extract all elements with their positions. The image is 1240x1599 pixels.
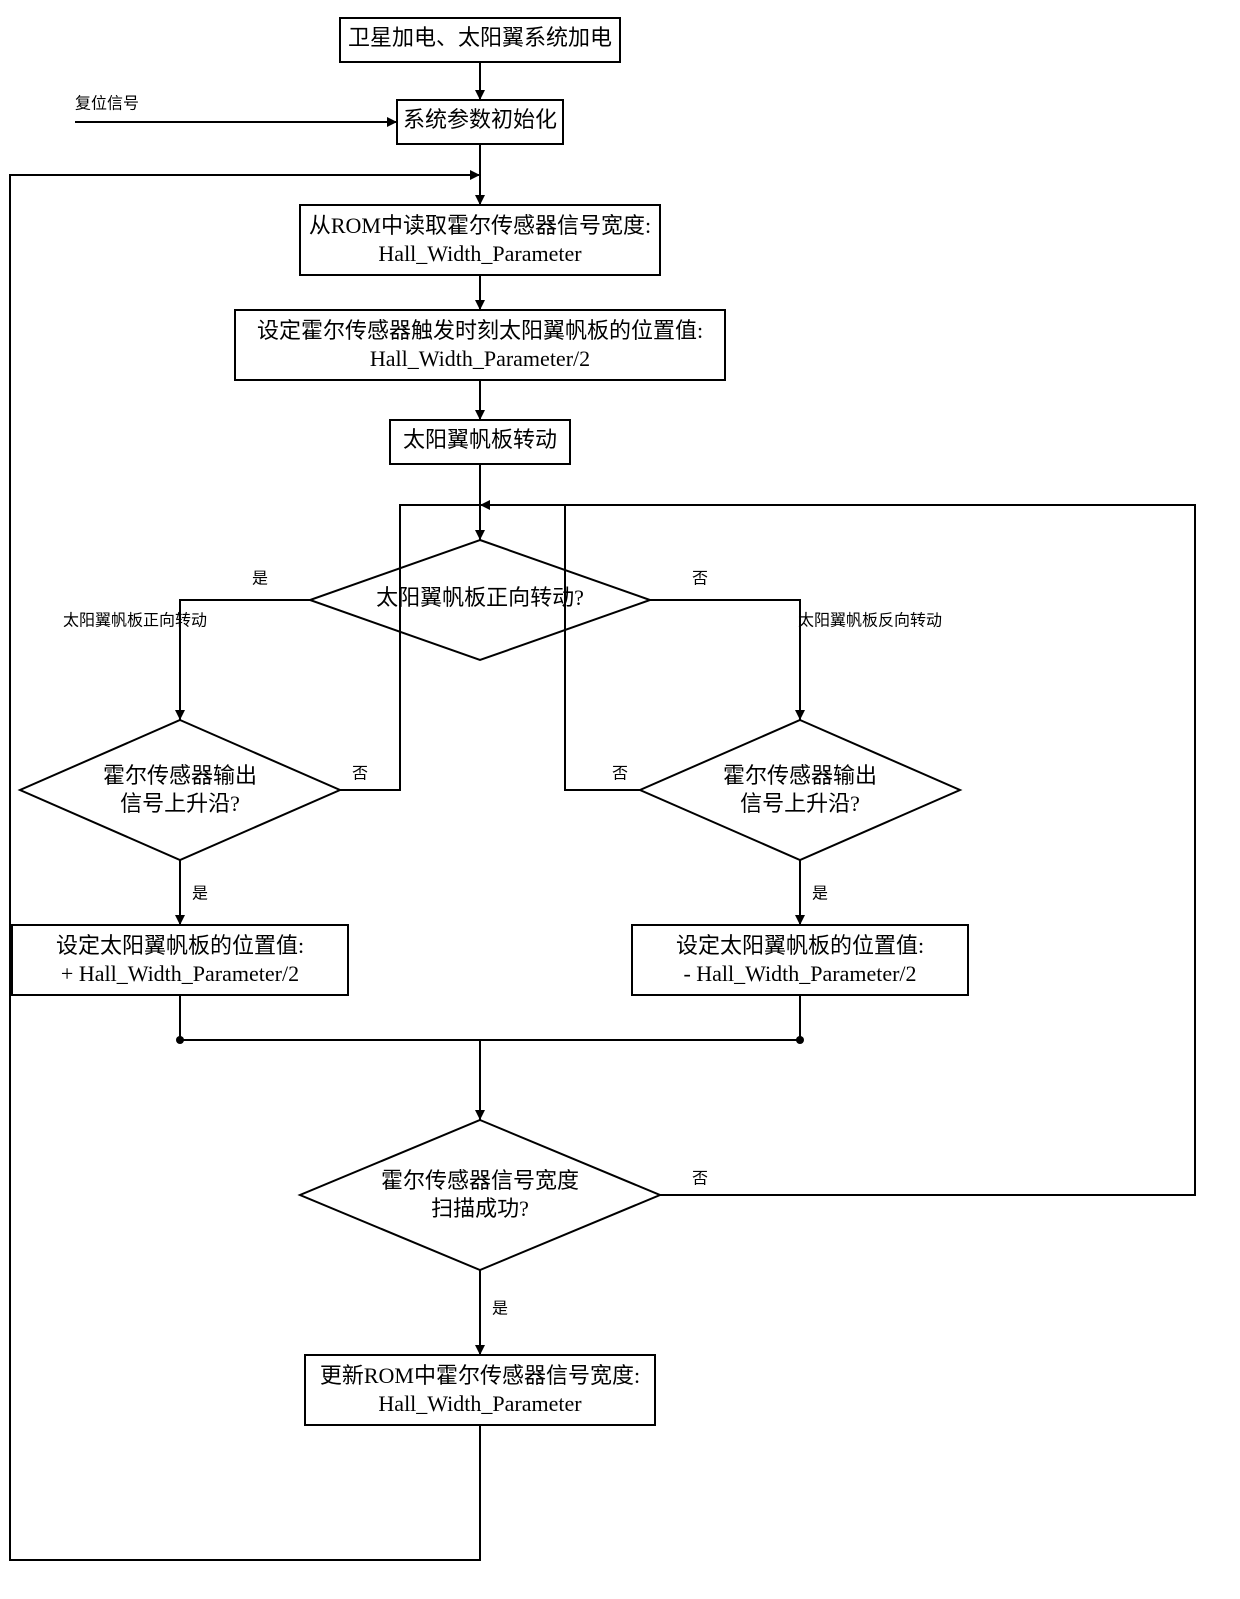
d3-l1: 霍尔传感器输出 xyxy=(723,763,877,788)
node-set-pos-l1: 设定霍尔传感器触发时刻太阳翼帆板的位置值: xyxy=(257,318,703,343)
d4-l1: 霍尔传感器信号宽度 xyxy=(381,1168,579,1193)
node-rotate-label: 太阳翼帆板转动 xyxy=(403,427,557,452)
d1-no-label: 否 xyxy=(692,571,708,588)
d2-no-label: 否 xyxy=(352,766,368,783)
d3-yes-label: 是 xyxy=(812,886,828,903)
d2-l1: 霍尔传感器输出 xyxy=(103,763,257,788)
flowchart-diagram: 卫星加电、太阳翼系统加电 系统参数初始化 复位信号 从ROM中读取霍尔传感器信号… xyxy=(0,0,1240,1599)
d4-yes-label: 是 xyxy=(492,1301,508,1318)
d1-fwd-label: 太阳翼帆板正向转动 xyxy=(63,612,207,630)
decision-rising-right xyxy=(640,720,960,860)
decision-scan xyxy=(300,1120,660,1270)
d3-no-label: 否 xyxy=(612,766,628,783)
n8-l1: 更新ROM中霍尔传感器信号宽度: xyxy=(320,1363,640,1388)
d2-yes-label: 是 xyxy=(192,886,208,903)
d2-l2: 信号上升沿? xyxy=(120,791,240,816)
d4-l2: 扫描成功? xyxy=(431,1196,529,1221)
d1-yes-label: 是 xyxy=(252,571,268,588)
node-power-on-label: 卫星加电、太阳翼系统加电 xyxy=(348,25,612,50)
node-read-rom-l2: Hall_Width_Parameter xyxy=(378,241,582,266)
node-init-label: 系统参数初始化 xyxy=(403,107,557,132)
n7-l1: 设定太阳翼帆板的位置值: xyxy=(676,933,924,958)
reset-label: 复位信号 xyxy=(75,95,139,113)
d1-rev-label: 太阳翼帆板反向转动 xyxy=(798,612,942,630)
edge-d1-no xyxy=(650,600,800,720)
node-read-rom-l1: 从ROM中读取霍尔传感器信号宽度: xyxy=(309,213,651,238)
decision-rising-left xyxy=(20,720,340,860)
node-set-pos-l2: Hall_Width_Parameter/2 xyxy=(370,346,590,371)
n7-l2: - Hall_Width_Parameter/2 xyxy=(683,961,916,986)
decision-direction-label: 太阳翼帆板正向转动? xyxy=(376,585,584,610)
edge-n8-loop xyxy=(10,175,480,1560)
d4-no-label: 否 xyxy=(692,1171,708,1188)
n6-l1: 设定太阳翼帆板的位置值: xyxy=(56,933,304,958)
d3-l2: 信号上升沿? xyxy=(740,791,860,816)
n6-l2: + Hall_Width_Parameter/2 xyxy=(61,961,299,986)
n8-l2: Hall_Width_Parameter xyxy=(378,1391,582,1416)
